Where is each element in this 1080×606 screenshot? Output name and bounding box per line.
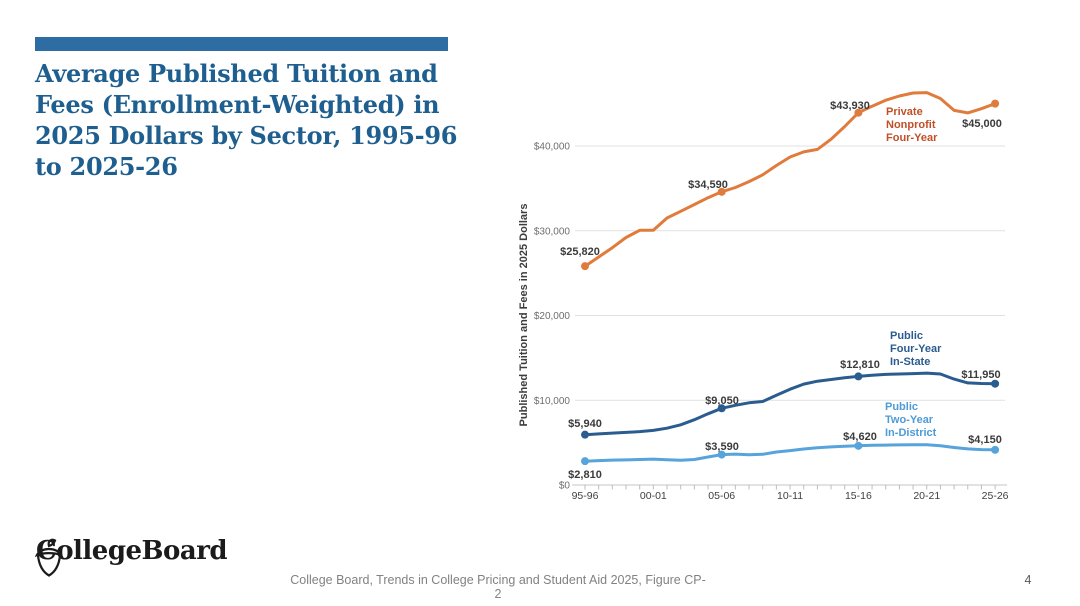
x-tick-label: 25-26: [982, 490, 1009, 502]
collegeboard-logo: CollegeBoard: [33, 536, 228, 577]
data-point-label: $4,620: [843, 431, 877, 443]
data-point-label: $3,590: [705, 441, 739, 453]
chart-title-line-2: Fees (Enrollment-Weighted) in: [35, 90, 440, 119]
data-point-label: $43,930: [830, 100, 870, 112]
data-point-dot: [581, 262, 589, 271]
data-point-dot: [991, 99, 1000, 108]
y-tick-label: $40,000: [534, 142, 571, 153]
header: Average Published Tuition and Fees (Enro…: [35, 37, 465, 182]
x-tick-label: 15-16: [845, 490, 872, 502]
y-tick-label: $20,000: [534, 311, 571, 322]
y-tick-label: $0: [559, 481, 571, 492]
data-point-dot: [581, 457, 589, 466]
series-line: [583, 91, 997, 268]
x-tick-label: 20-21: [913, 490, 940, 502]
data-point-label: $11,950: [961, 369, 1000, 381]
data-point-label: $2,810: [568, 469, 602, 481]
series-private-nonprofit-four-year: $25,820 $34,590 $43,930 $45,000 Private Nonpr…: [560, 91, 1002, 271]
data-point-label: $45,000: [962, 118, 1002, 130]
series-line: [583, 443, 997, 463]
footer-source: College Board, Trends in College Pricing…: [290, 573, 706, 601]
chart-container: Published Tuition and Fees in 2025 Dolla…: [515, 65, 1020, 520]
data-point-label: $5,940: [568, 418, 602, 430]
y-tick-label: $10,000: [534, 396, 571, 407]
data-point-dot: [854, 372, 863, 381]
data-point-dot: [854, 441, 863, 450]
data-point-dot: [717, 404, 726, 413]
data-point-label: $25,820: [560, 246, 600, 258]
acorn-icon: [34, 538, 64, 577]
series-line: [583, 371, 997, 437]
data-point-dot: [717, 450, 726, 459]
data-point-label: $9,050: [705, 395, 739, 407]
series-public-four-year-in-state: $5,940 $9,050 $12,810 $11,950 Public Four-Yea…: [568, 330, 1001, 439]
x-tick-label: 00-01: [640, 490, 667, 502]
page-number: 4: [1024, 573, 1032, 587]
data-point-label: $12,810: [840, 359, 880, 371]
series-label: Private Nonprofit Four-Year: [886, 106, 938, 144]
series-label: Public Two-Year In-District: [885, 401, 937, 439]
chart-title-line-1: Average Published Tuition and: [35, 59, 438, 88]
x-tick-label: 05-06: [708, 490, 735, 502]
series-public-two-year-in-district: $2,810 $3,590 $4,620 $4,150 Public Two-Year In…: [568, 401, 1002, 481]
x-tick-label: 10-11: [777, 490, 803, 502]
chart-title: Average Published Tuition and Fees (Enro…: [35, 58, 465, 182]
y-tick-label: $30,000: [534, 226, 571, 237]
data-point-dot: [991, 379, 1000, 388]
collegeboard-logo-text: CollegeBoard: [36, 536, 228, 566]
data-point-label: $4,150: [968, 434, 1002, 446]
x-tick-label: 95-96: [572, 490, 599, 502]
data-point-dot: [854, 108, 863, 117]
chart-svg: $0 $10,000 $20,000 $30,000 $40,000 95-96 00-01…: [534, 91, 1009, 502]
series-label: Public Four-Year In-State: [890, 330, 942, 368]
data-point-dot: [581, 430, 589, 439]
chart-title-line-4: to 2025-26: [35, 152, 178, 181]
title-accent-bar: [35, 37, 448, 51]
data-point-label: $34,590: [688, 179, 728, 191]
data-point-dot: [991, 445, 1000, 454]
chart-title-line-3: 2025 Dollars by Sector, 1995-96: [35, 121, 458, 150]
data-point-dot: [717, 187, 726, 196]
